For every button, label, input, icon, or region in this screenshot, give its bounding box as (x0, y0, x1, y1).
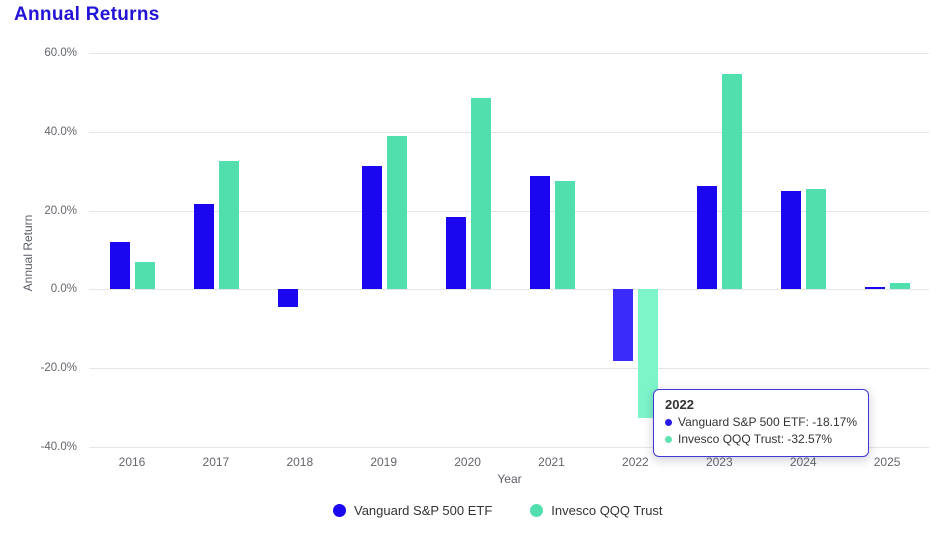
x-tick-label: 2023 (705, 455, 733, 469)
y-tick-label: -20.0% (40, 362, 77, 375)
x-tick-label: 2021 (538, 455, 565, 469)
bar-2017-series2[interactable] (218, 161, 239, 290)
bar-2019-series2[interactable] (386, 135, 407, 290)
chart-title: Annual Returns (14, 4, 160, 25)
x-tick-label: 2025 (873, 455, 901, 469)
bar-2019-series1[interactable] (361, 165, 382, 290)
bar-2023-series2[interactable] (722, 73, 743, 290)
tooltip-row-text: Vanguard S&P 500 ETF: -18.17% (678, 415, 857, 429)
y-tick-label: 60.0% (44, 47, 77, 60)
legend-series-label: Invesco QQQ Trust (551, 503, 663, 518)
x-tick-label: 2019 (370, 455, 398, 469)
bar-2021-series1[interactable] (529, 176, 550, 290)
tooltip-series-dot (665, 436, 672, 443)
bar-2016-series1[interactable] (110, 242, 130, 290)
bar-2022-series1[interactable] (613, 289, 634, 361)
bar-2020-series2[interactable] (470, 97, 491, 290)
gridline (89, 210, 929, 212)
bar-2025-series1[interactable] (865, 286, 886, 290)
bar-2021-series2[interactable] (554, 181, 575, 290)
legend-item-vanguard-s-p-500-etf[interactable]: Vanguard S&P 500 ETF (333, 503, 492, 518)
gridline (89, 131, 929, 133)
bar-2024-series2[interactable] (806, 189, 827, 290)
y-tick-label: 40.0% (44, 125, 77, 138)
tooltip-series-dot (665, 419, 672, 426)
y-tick-label: -40.0% (40, 440, 77, 453)
y-tick-label: 0.0% (50, 283, 77, 296)
x-tick-label: 2016 (118, 455, 146, 469)
gridline (89, 289, 929, 291)
bar-2024-series1[interactable] (781, 190, 802, 290)
gridline (89, 53, 929, 55)
bar-2023-series1[interactable] (697, 186, 718, 290)
x-tick-label: 2018 (286, 455, 314, 469)
gridline (89, 368, 929, 370)
tooltip-row: Invesco QQQ Trust: -32.57% (665, 431, 857, 448)
bar-2018-series1[interactable] (277, 289, 298, 308)
tooltip-row: Vanguard S&P 500 ETF: -18.17% (665, 414, 857, 431)
y-axis-title: Annual Return (21, 214, 35, 292)
x-axis-title: Year (497, 472, 522, 486)
legend-series-dot (530, 504, 544, 517)
legend-item-invesco-qqq-trust[interactable]: Invesco QQQ Trust (530, 503, 663, 518)
x-tick-label: 2024 (789, 455, 817, 469)
chart-legend: Vanguard S&P 500 ETF Invesco QQQ Trust (333, 503, 663, 518)
legend-series-dot (333, 504, 346, 517)
x-tick-label: 2020 (454, 455, 481, 469)
tooltip-row-text: Invesco QQQ Trust: -32.57% (678, 432, 833, 446)
x-tick-label: 2017 (202, 455, 230, 469)
bar-2022-series2[interactable] (638, 289, 659, 418)
gridline (89, 446, 929, 448)
x-tick-label: 2022 (622, 455, 649, 469)
bar-2025-series2[interactable] (890, 282, 911, 290)
tooltip-title: 2022 (665, 397, 694, 412)
y-tick-label: 20.0% (44, 204, 77, 217)
legend-series-label: Vanguard S&P 500 ETF (354, 503, 493, 518)
bar-2016-series2[interactable] (135, 261, 155, 290)
tooltip-2022: 2022 Vanguard S&P 500 ETF: -18.17% Invesc… (653, 389, 869, 457)
bar-2017-series1[interactable] (193, 203, 214, 290)
bar-2020-series1[interactable] (445, 216, 466, 290)
